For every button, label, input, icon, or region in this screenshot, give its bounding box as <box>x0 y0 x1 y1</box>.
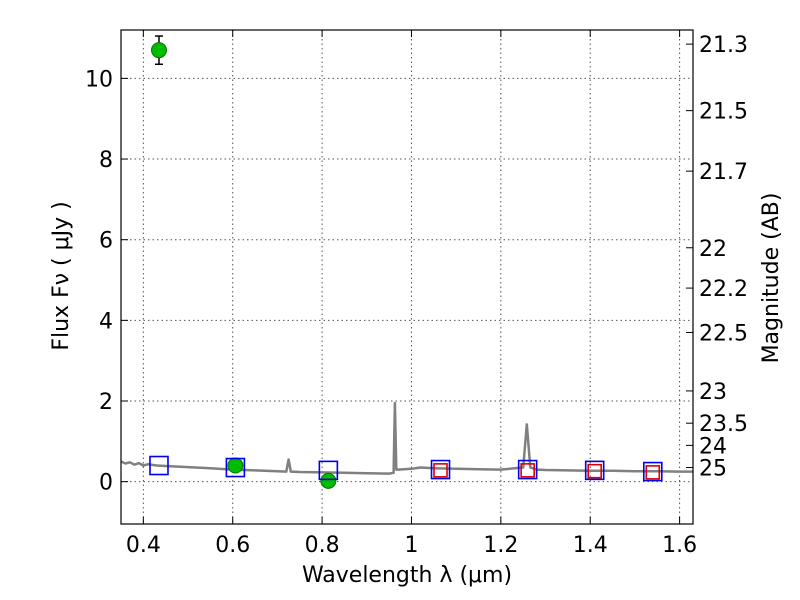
x-tick-label: 1.2 <box>483 533 518 558</box>
model-square-blue <box>225 457 246 478</box>
model-square-blue <box>642 461 663 482</box>
right-tick-label: 25 <box>699 457 727 482</box>
model-square-blue <box>430 459 451 480</box>
ticks-layer: 0.4 0.6 0.8 1 1.2 1.4 1.6024681021.321.521.722… <box>85 30 748 558</box>
plot-frame <box>120 29 694 525</box>
right-axis-label: Magnitude (AB) <box>759 193 784 364</box>
y-axis-label: Flux Fν ( μJy ) <box>49 201 74 350</box>
model-square-blue <box>318 460 339 481</box>
data-point <box>320 472 337 489</box>
y-tick-label: 10 <box>85 67 113 92</box>
model-square-blue <box>517 459 538 480</box>
right-tick-label: 22.5 <box>699 321 748 346</box>
x-tick-label: 0.8 <box>305 533 340 558</box>
y-tick-label: 2 <box>99 390 113 415</box>
right-tick-label: 21.3 <box>699 33 748 58</box>
right-tick-label: 22.2 <box>699 277 748 302</box>
model-square-red <box>645 465 661 480</box>
model-square-blue <box>584 460 605 481</box>
x-axis-label: Wavelength λ (μm) <box>302 563 512 588</box>
model-square-red <box>433 463 448 478</box>
right-tick-label: 21.5 <box>699 100 748 125</box>
x-tick-label: 0.4 <box>126 533 161 558</box>
right-tick-label: 23 <box>699 380 727 405</box>
markers-layer <box>149 35 663 489</box>
spectrum-line <box>120 401 693 475</box>
x-tick-label: 1.4 <box>573 533 608 558</box>
x-tick-label: 0.6 <box>215 533 250 558</box>
x-tick-label: 1.6 <box>662 533 697 558</box>
model-square-red <box>587 463 602 479</box>
y-tick-label: 6 <box>99 229 113 254</box>
right-tick-label: 22 <box>699 237 727 262</box>
data-point <box>150 42 167 59</box>
y-tick-label: 8 <box>99 148 113 173</box>
model-square-blue <box>149 455 169 476</box>
y-tick-label: 0 <box>99 471 113 496</box>
spectrum-layer <box>120 401 693 475</box>
data-point <box>227 457 244 474</box>
y-tick-label: 4 <box>99 309 113 334</box>
grid <box>121 30 693 524</box>
right-tick-label: 24 <box>699 434 727 459</box>
x-tick-label: 1 <box>404 533 418 558</box>
model-square-red <box>520 463 535 478</box>
right-tick-label: 23.5 <box>699 412 748 437</box>
right-tick-label: 21.7 <box>699 160 748 185</box>
